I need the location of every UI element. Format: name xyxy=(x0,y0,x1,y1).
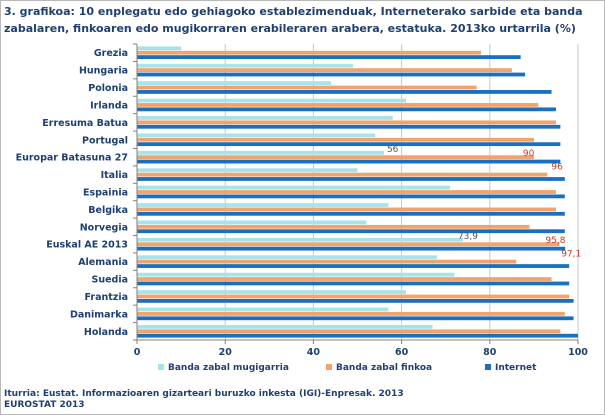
bar xyxy=(137,246,566,251)
bar xyxy=(137,307,389,312)
bar xyxy=(137,316,574,321)
bar xyxy=(137,194,565,199)
bar xyxy=(137,272,455,277)
bar xyxy=(137,211,565,216)
bar xyxy=(137,120,556,125)
bar xyxy=(137,133,376,138)
bar xyxy=(137,237,463,242)
bar xyxy=(137,116,393,120)
x-tick-label: 0 xyxy=(134,347,141,358)
category-label: Euskal AE 2013 xyxy=(46,240,128,251)
legend-swatch xyxy=(326,364,332,370)
bar xyxy=(137,63,354,68)
bar xyxy=(137,50,481,55)
bar xyxy=(137,177,565,181)
x-tick-label: 20 xyxy=(219,347,233,358)
bar xyxy=(137,277,552,281)
legend-label: Banda zabal finkoa xyxy=(336,363,432,373)
category-label: Erresuma Batua xyxy=(42,118,128,129)
bar xyxy=(137,172,548,177)
bar xyxy=(137,298,574,303)
bar xyxy=(137,142,561,147)
source-line-2: EUROSTAT 2013 xyxy=(4,400,85,410)
bar xyxy=(137,311,565,316)
category-label: Suedia xyxy=(91,275,128,286)
bar xyxy=(137,150,384,155)
category-label: Polonia xyxy=(88,83,128,94)
bar xyxy=(137,46,182,51)
category-label: Alemania xyxy=(78,257,128,268)
bar xyxy=(137,281,570,286)
bar xyxy=(137,324,433,329)
bar xyxy=(137,290,407,294)
chart-title: 3. grafikoa: 10 enplegatu edo gehiagoko … xyxy=(4,5,583,35)
category-label: Frantzia xyxy=(85,292,128,303)
x-tick-label: 80 xyxy=(483,347,497,358)
bar xyxy=(137,68,512,73)
bar xyxy=(137,242,560,247)
bar xyxy=(137,185,451,190)
bar xyxy=(137,259,517,264)
source-line-1: Iturria: Eustat. Informazioaren gizartea… xyxy=(4,389,404,399)
bar xyxy=(137,264,570,268)
bar xyxy=(137,155,534,160)
bar xyxy=(137,190,556,194)
bar xyxy=(137,294,570,299)
bar xyxy=(137,137,534,142)
data-label: 56 xyxy=(387,145,399,155)
category-label: Belgika xyxy=(88,205,128,216)
data-label: 95,8 xyxy=(545,236,565,246)
bar xyxy=(137,168,358,173)
bar xyxy=(137,98,407,103)
legend-label: Banda zabal mugigarria xyxy=(168,363,289,373)
bar xyxy=(137,329,561,334)
bar xyxy=(137,124,561,129)
data-label: 97,1 xyxy=(561,250,581,260)
bar xyxy=(137,85,477,90)
data-label: 73,9 xyxy=(458,232,478,242)
bar xyxy=(137,224,530,229)
category-label: Portugal xyxy=(82,135,128,146)
bar xyxy=(137,207,556,212)
x-tick-label: 40 xyxy=(307,347,321,358)
bar xyxy=(137,72,526,77)
category-label: Norvegia xyxy=(80,222,128,233)
bar xyxy=(137,333,578,338)
category-label: Italia xyxy=(101,170,128,181)
category-label: Europar Batasuna 27 xyxy=(16,153,128,164)
legend-swatch xyxy=(485,364,491,370)
bar xyxy=(137,90,552,94)
category-label: Holanda xyxy=(84,327,128,338)
bar xyxy=(137,229,565,234)
bar xyxy=(137,203,389,207)
legend-label: Internet xyxy=(495,363,537,373)
category-label: Hungaria xyxy=(79,66,128,77)
category-label: Danimarka xyxy=(70,309,128,320)
x-tick-label: 100 xyxy=(568,347,588,358)
legend-swatch xyxy=(158,364,164,370)
x-tick-label: 60 xyxy=(395,347,409,358)
bar xyxy=(137,81,332,86)
category-label: Grezia xyxy=(94,48,128,59)
bar xyxy=(137,220,367,225)
bar xyxy=(137,255,437,260)
category-label: Espainia xyxy=(83,188,128,199)
data-label: 96 xyxy=(551,163,563,173)
bar xyxy=(137,55,521,60)
bar xyxy=(137,103,539,107)
data-label: 90 xyxy=(523,149,535,159)
bar xyxy=(137,107,556,112)
category-label: Irlanda xyxy=(90,100,128,111)
bar xyxy=(137,159,561,164)
